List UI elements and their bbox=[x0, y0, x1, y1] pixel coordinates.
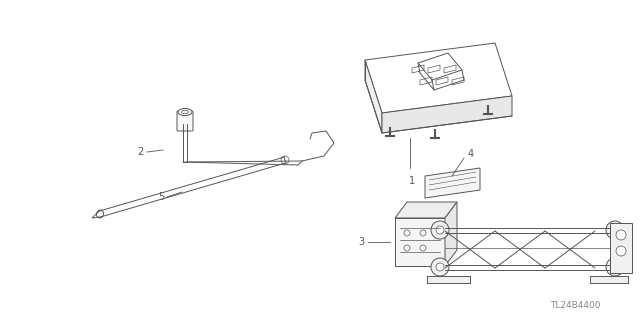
Circle shape bbox=[436, 226, 444, 234]
Polygon shape bbox=[590, 276, 628, 283]
Circle shape bbox=[281, 156, 289, 164]
Text: 1: 1 bbox=[409, 176, 415, 186]
Circle shape bbox=[420, 245, 426, 251]
Circle shape bbox=[611, 263, 619, 271]
Circle shape bbox=[431, 258, 449, 276]
Ellipse shape bbox=[97, 210, 104, 218]
Ellipse shape bbox=[178, 108, 192, 115]
Text: 5: 5 bbox=[157, 192, 164, 202]
Polygon shape bbox=[445, 202, 457, 266]
Polygon shape bbox=[427, 276, 470, 283]
Text: TL24B4400: TL24B4400 bbox=[550, 300, 600, 309]
Circle shape bbox=[404, 245, 410, 251]
FancyBboxPatch shape bbox=[177, 111, 193, 131]
Text: 2: 2 bbox=[137, 147, 143, 157]
Circle shape bbox=[436, 263, 444, 271]
Circle shape bbox=[420, 230, 426, 236]
Circle shape bbox=[611, 226, 619, 234]
Polygon shape bbox=[425, 168, 480, 198]
Ellipse shape bbox=[182, 110, 189, 114]
Text: 3: 3 bbox=[358, 237, 364, 247]
Text: 4: 4 bbox=[468, 149, 474, 159]
Polygon shape bbox=[382, 96, 512, 133]
Polygon shape bbox=[395, 202, 457, 218]
Circle shape bbox=[606, 258, 624, 276]
Circle shape bbox=[616, 230, 626, 240]
Circle shape bbox=[404, 230, 410, 236]
Circle shape bbox=[431, 221, 449, 239]
Circle shape bbox=[616, 246, 626, 256]
Polygon shape bbox=[395, 218, 445, 266]
Polygon shape bbox=[365, 60, 382, 133]
Polygon shape bbox=[610, 223, 632, 273]
Circle shape bbox=[606, 221, 624, 239]
